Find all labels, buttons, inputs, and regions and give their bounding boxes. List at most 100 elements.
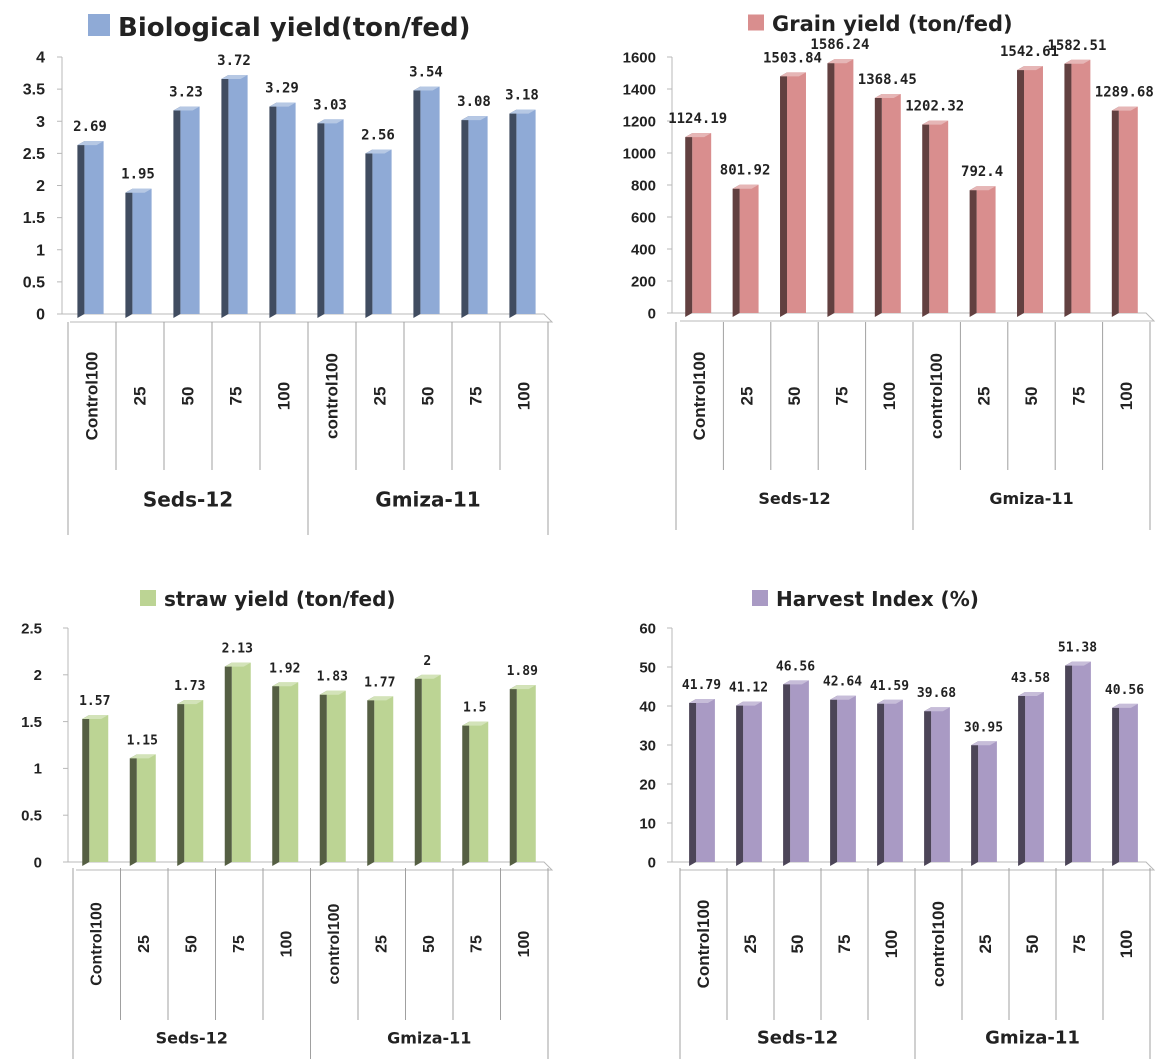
bar-side [461, 116, 469, 318]
bar [269, 102, 296, 319]
bar-side [365, 149, 373, 318]
x-group-label: Seds-12 [143, 488, 233, 512]
legend-swatch [748, 14, 764, 31]
bar-front [279, 682, 299, 862]
bar [462, 721, 489, 866]
bar-top [177, 700, 204, 705]
bar-front [881, 94, 901, 313]
x-category-label: control100 [927, 353, 946, 439]
bar-front [84, 141, 104, 314]
bar-top [780, 72, 806, 77]
category-table: Control100 25 50 75 100 control100 25 50 75 100 Se… [72, 868, 549, 1059]
bar-side [969, 186, 977, 317]
bar-side [414, 674, 422, 866]
legend-label: Biological yield(ton/fed) [118, 13, 470, 43]
bar [319, 690, 346, 866]
bar [783, 680, 809, 866]
bar-top [924, 707, 950, 712]
bar-top [224, 662, 251, 667]
bar-side [1065, 661, 1073, 866]
x-category-label: 75 [832, 387, 851, 406]
data-label: 3.03 [313, 97, 347, 113]
x-category-label: 100 [1117, 930, 1136, 958]
data-label: 39.68 [917, 686, 956, 701]
x-category-label: 75 [468, 935, 485, 953]
bar-front [132, 188, 152, 314]
x-group-label: Gmiza-11 [989, 489, 1073, 508]
bar-side [689, 699, 697, 866]
bar-side [129, 754, 137, 866]
x-category-label: 75 [467, 387, 486, 406]
x-group-label: Seds-12 [758, 489, 830, 508]
bar-side [780, 72, 788, 318]
x-category-label: control100 [326, 903, 343, 984]
x-category-label: Control100 [690, 352, 709, 441]
bar-top [971, 741, 997, 746]
bar-side [317, 119, 325, 318]
y-tick-label: 1 [36, 242, 45, 259]
bar [1064, 59, 1091, 317]
legend-label: straw yield (ton/fed) [164, 587, 396, 611]
data-label: 1.15 [127, 733, 158, 748]
bar-front [421, 674, 441, 862]
x-category-label: control100 [323, 353, 342, 439]
y-tick-label: 0 [648, 305, 656, 322]
bar [367, 696, 394, 866]
bar-front [837, 695, 856, 862]
legend: Grain yield (ton/fed) [748, 12, 1013, 36]
bar-front [516, 685, 536, 862]
chart-harvest: Harvest Index (%) 0 10 20 30 40 50 60 41.79 41.12… [639, 587, 1156, 1059]
data-label: 792.4 [961, 164, 1003, 180]
x-group-label: Gmiza-11 [387, 1029, 471, 1048]
bar-side [462, 721, 470, 866]
y-tick-label: 1 [34, 761, 42, 778]
bar [221, 74, 248, 319]
bar-top [922, 120, 949, 125]
bar [780, 72, 806, 318]
bar-side [319, 690, 327, 866]
y-tick-label: 40 [639, 698, 656, 715]
y-tick-label: 800 [631, 177, 656, 194]
bar-side [732, 184, 740, 317]
legend-swatch [752, 590, 768, 606]
x-group-label: Gmiza-11 [375, 488, 480, 512]
x-category-label: 25 [373, 935, 390, 953]
bar-front [374, 696, 394, 862]
y-tick-label: 4 [36, 50, 45, 67]
x-category-label: 75 [1069, 387, 1088, 406]
bar-top [1018, 692, 1044, 697]
bar-front [743, 701, 762, 862]
data-label: 1.77 [364, 675, 395, 690]
data-label: 1.89 [507, 664, 538, 679]
bar-top [129, 754, 156, 759]
bar-front [89, 715, 109, 862]
bar-top [509, 109, 536, 114]
bar-front [884, 699, 903, 862]
bar-front [978, 741, 997, 862]
data-label: 1.95 [121, 167, 155, 183]
bar-top [125, 188, 152, 193]
legend-swatch [88, 14, 110, 36]
bar-front [231, 662, 251, 862]
y-tick-label: 1200 [623, 113, 656, 130]
data-label: 41.12 [729, 681, 768, 696]
legend-swatch [140, 590, 156, 606]
bar [125, 188, 152, 318]
bar-side [736, 701, 744, 866]
legend-label: Grain yield (ton/fed) [772, 12, 1013, 36]
data-label: 3.29 [265, 81, 299, 97]
bar-side [509, 109, 517, 318]
bar [732, 184, 759, 317]
bar [877, 699, 903, 866]
bar-top [827, 59, 854, 64]
y-tick-label: 30 [639, 737, 656, 754]
bar [224, 662, 251, 866]
x-category-label: 100 [275, 382, 294, 410]
bar [830, 695, 856, 866]
bar-front [420, 86, 440, 315]
bar-side [783, 680, 791, 866]
bar-side [1111, 106, 1119, 317]
bar-side [922, 120, 930, 317]
x-category-label: 75 [227, 387, 246, 406]
bar [82, 715, 109, 866]
